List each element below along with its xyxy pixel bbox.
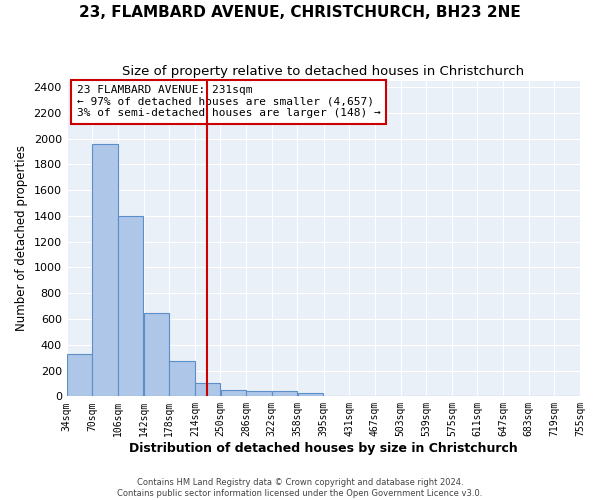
Text: 23 FLAMBARD AVENUE: 231sqm
← 97% of detached houses are smaller (4,657)
3% of se: 23 FLAMBARD AVENUE: 231sqm ← 97% of deta… bbox=[77, 86, 380, 118]
Bar bbox=[169, 361, 194, 396]
Bar bbox=[272, 391, 297, 396]
Bar bbox=[67, 354, 92, 397]
Bar bbox=[246, 390, 272, 396]
X-axis label: Distribution of detached houses by size in Christchurch: Distribution of detached houses by size … bbox=[129, 442, 518, 455]
Bar bbox=[195, 383, 220, 396]
Bar bbox=[92, 144, 118, 396]
Bar bbox=[118, 216, 143, 396]
Title: Size of property relative to detached houses in Christchurch: Size of property relative to detached ho… bbox=[122, 65, 524, 78]
Bar bbox=[221, 390, 246, 396]
Bar bbox=[144, 312, 169, 396]
Y-axis label: Number of detached properties: Number of detached properties bbox=[15, 146, 28, 332]
Bar bbox=[298, 394, 323, 396]
Text: 23, FLAMBARD AVENUE, CHRISTCHURCH, BH23 2NE: 23, FLAMBARD AVENUE, CHRISTCHURCH, BH23 … bbox=[79, 5, 521, 20]
Text: Contains HM Land Registry data © Crown copyright and database right 2024.
Contai: Contains HM Land Registry data © Crown c… bbox=[118, 478, 482, 498]
